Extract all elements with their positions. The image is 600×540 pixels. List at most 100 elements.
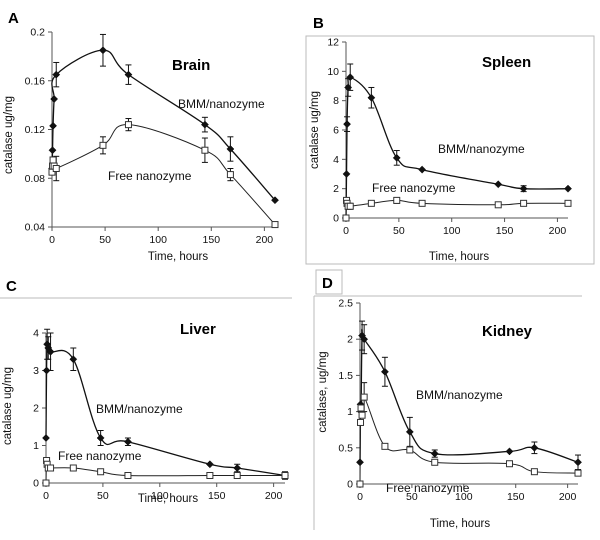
data-point (226, 171, 234, 179)
chart-title: Spleen (482, 54, 531, 71)
y-tick-label: 1.5 (338, 370, 353, 382)
data-point (358, 411, 366, 419)
data-point (124, 472, 132, 479)
x-tick-label: 100 (149, 234, 167, 246)
series-lines (359, 328, 579, 485)
data-point (564, 184, 572, 193)
y-tick-label: 0 (347, 479, 353, 491)
data-point (405, 427, 414, 436)
series-label-free: Free nanozyme (372, 181, 456, 195)
data-point (124, 70, 133, 79)
y-tick-label: 0.2 (30, 27, 45, 39)
x-tick-label: 50 (99, 234, 111, 246)
series-label-bmm: BMM/nanozyme (178, 97, 265, 111)
data-point (342, 214, 350, 222)
data-point (360, 335, 369, 344)
x-tick-label: 200 (265, 490, 283, 502)
data-point (46, 347, 55, 356)
y-tick-label: 8 (333, 95, 339, 107)
data-point (505, 460, 513, 468)
y-tick-label: 0.12 (25, 124, 46, 136)
x-tick-label: 200 (256, 234, 274, 246)
panel-letter: C (6, 278, 17, 295)
data-point (49, 156, 57, 164)
x-tick-label: 100 (151, 490, 169, 502)
series-lines (51, 49, 276, 225)
data-point (123, 437, 132, 446)
y-tick-label: 2 (347, 334, 353, 346)
data-point (494, 201, 502, 209)
y-axis-label: catalase ug/mg (3, 96, 15, 174)
data-point (530, 443, 539, 452)
y-tick-label: 0 (333, 213, 339, 225)
data-point (226, 145, 235, 153)
markers (42, 340, 289, 487)
data-point (380, 367, 389, 376)
series-label-free: Free nanozyme (58, 449, 142, 463)
data-point (392, 153, 401, 162)
data-point (574, 458, 582, 467)
chart-title: Liver (180, 321, 216, 338)
y-tick-label: 10 (327, 66, 339, 78)
data-point (52, 70, 61, 79)
data-point (418, 165, 427, 174)
data-point (431, 458, 439, 466)
data-point (356, 458, 364, 467)
y-tick-label: 0.5 (338, 442, 353, 454)
chart-title: Brain (172, 57, 210, 74)
panel-letter: D (322, 275, 333, 292)
data-point (99, 46, 107, 55)
data-point (430, 449, 439, 458)
data-point (344, 83, 353, 92)
panel-letter: B (313, 15, 324, 32)
data-point (342, 170, 351, 178)
chart-panel-brain: A Brain Time, hours catalase ug/mg 0.040… (3, 10, 279, 263)
data-point (271, 196, 279, 205)
data-point (418, 199, 426, 207)
data-point (281, 472, 289, 479)
markers (342, 73, 572, 222)
y-tick-label: 4 (33, 328, 39, 340)
data-point (49, 121, 58, 130)
y-tick-label: 0.08 (25, 173, 46, 185)
series-label-bmm: BMM/nanozyme (96, 402, 183, 416)
data-point (367, 93, 376, 102)
x-tick-label: 150 (496, 225, 514, 237)
series-label-free: Free nanozyme (386, 481, 470, 495)
data-point (494, 180, 503, 189)
x-tick-label: 150 (208, 490, 226, 502)
panel-letter: A (8, 10, 19, 27)
series-line (359, 395, 579, 485)
panel-frame (305, 35, 595, 265)
series-line (345, 199, 569, 219)
y-tick-label: 6 (333, 125, 339, 137)
y-axis-label: catalase ug/mg (2, 367, 14, 445)
axes: 0.04 0.08 0.12 0.16 0.2 0 50 100 150 200 (25, 27, 275, 246)
data-point (574, 469, 582, 477)
y-tick-label: 4 (333, 154, 339, 166)
data-point (360, 393, 368, 401)
x-axis-label: Time, hours (138, 493, 199, 505)
data-point (69, 464, 77, 472)
chart-panel-liver: C Liver Time, hours catalase ug/mg 0 1 2 3 4… (0, 278, 292, 505)
y-tick-label: 0.04 (25, 222, 46, 234)
y-tick-label: 0 (33, 478, 39, 490)
data-point (393, 196, 401, 204)
chart-panel-spleen: B Spleen Time, hours catalase ug/mg 0 2 4 6… (305, 15, 595, 265)
data-point (42, 479, 50, 487)
x-axis-label: Time, hours (430, 518, 491, 530)
y-axis-label: catalase ug/mg (309, 91, 321, 169)
y-axis-label: catalase, ug/mg (317, 351, 329, 432)
x-tick-label: 150 (203, 234, 221, 246)
y-tick-label: 3 (33, 365, 39, 377)
data-point (530, 468, 538, 476)
data-point (381, 442, 389, 450)
data-point (564, 199, 572, 207)
panel-letter-box (315, 269, 343, 295)
axes: 0 1 2 3 4 0 50 100 150 200 (33, 328, 285, 502)
y-tick-label: 12 (327, 37, 339, 49)
data-point (96, 434, 105, 442)
markers (48, 46, 279, 229)
x-tick-label: 100 (443, 225, 461, 237)
